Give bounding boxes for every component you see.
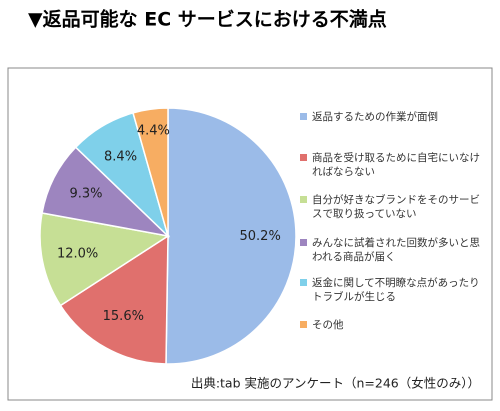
legend-item: その他 [300,318,490,332]
legend-label: 返金に関して不明瞭な点があったりトラブルが生じる [312,277,480,303]
source-note: 出典:tab 実施のアンケート（n=246（女性のみ）） [191,376,480,391]
legend-item: 返品するための作業が面倒 [300,110,490,124]
legend-item: 商品を受け取るために自宅にいなければならない [300,151,490,179]
legend-swatch [300,321,307,328]
legend-label: その他 [312,319,344,331]
legend-label: みんなに試着された回数が多いと思われる商品が届く [312,237,480,263]
chart-title: ▼返品可能な EC サービスにおける不満点 [28,8,387,31]
legend-label: 自分が好きなブランドをそのサービスで取り扱っていない [312,194,480,220]
legend-swatch [300,196,307,203]
data-label: 50.2% [240,229,281,244]
legend-item: 自分が好きなブランドをそのサービスで取り扱っていない [300,193,490,221]
data-label: 4.4% [137,123,170,138]
pie-slice [59,234,169,365]
pie-slice [39,212,170,307]
legend-swatch [300,279,307,286]
legend-swatch [300,113,307,120]
legend-swatch [300,239,307,246]
pie-slice [132,107,169,237]
legend-label: 商品を受け取るために自宅にいなければならない [312,152,480,178]
legend-item: みんなに試着された回数が多いと思われる商品が届く [300,236,490,264]
legend-swatch [300,154,307,161]
data-label: 8.4% [104,149,137,164]
pie-slice [165,107,297,365]
data-label: 9.3% [69,186,102,201]
legend-item: 返金に関して不明瞭な点があったりトラブルが生じる [300,276,490,304]
legend-label: 返品するための作業が面倒 [312,111,438,123]
data-label: 15.6% [103,309,144,324]
data-label: 12.0% [57,246,98,261]
